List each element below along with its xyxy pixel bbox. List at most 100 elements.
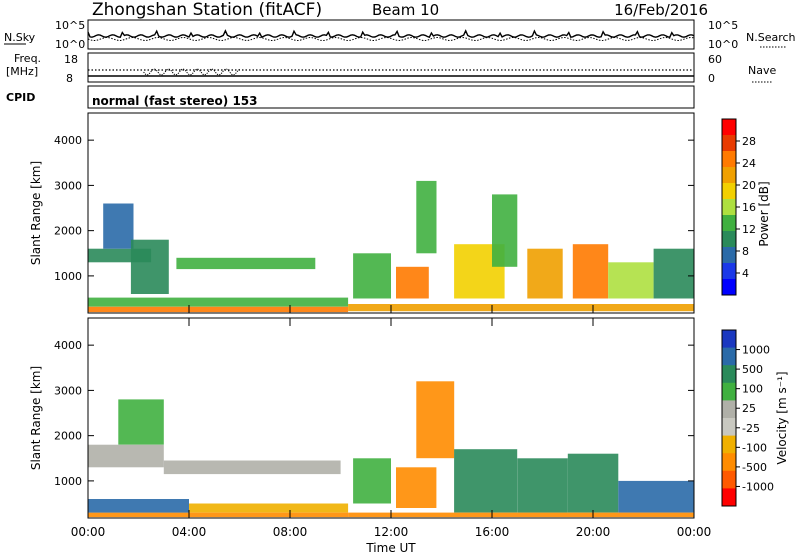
beam-label: Beam 10 [372, 1, 439, 19]
heatmap-cell [88, 297, 349, 307]
freq-panel-frame [87, 52, 695, 83]
colorbar-swatch [722, 382, 736, 401]
power-colorbar: 28 24 20 16 12 8 4 [721, 118, 756, 296]
power-y-label: Slant Range [km] [29, 161, 43, 265]
y-tick-label: 1000 [54, 270, 82, 283]
colorbar-swatch [722, 183, 736, 200]
y-tick-label: 2000 [54, 225, 82, 238]
noise-right-tick-top: 10^5 [708, 19, 738, 32]
heatmap-cell [103, 203, 134, 249]
colorbar-tick-label: 8 [742, 245, 749, 258]
y-tick-label: 4000 [54, 339, 82, 352]
station-title: Zhongshan Station (fitACF) [92, 0, 322, 20]
x-axis-label: Time UT [365, 541, 416, 554]
heatmap-cell [608, 262, 654, 299]
noise-right-tick-bottom: 10^0 [708, 38, 738, 51]
freq-tick-bottom: 8 [66, 72, 73, 85]
colorbar-swatch [722, 119, 736, 136]
y-tick-label: 2000 [54, 430, 82, 443]
heatmap-cell [88, 499, 189, 513]
colorbar-swatch [722, 400, 736, 419]
heatmap-cell [176, 257, 316, 270]
y-tick-label: 3000 [54, 384, 82, 397]
y-tick-label: 3000 [54, 179, 82, 192]
colorbar-swatch [722, 167, 736, 184]
x-tick-label: 04:00 [172, 525, 207, 539]
heatmap-cell [348, 512, 694, 518]
noise-left-tick-top: 10^5 [55, 19, 85, 32]
colorbar-swatch [722, 453, 736, 472]
colorbar-tick-label: 500 [742, 363, 763, 376]
noise-search-label: N.Search [746, 31, 796, 44]
noise-sky-line [87, 29, 695, 39]
noise-left-tick-bottom: 10^0 [55, 38, 85, 51]
colorbar-swatch [722, 263, 736, 280]
heatmap-cell [353, 253, 391, 299]
colorbar-tick-label: -500 [742, 461, 767, 474]
heatmap-cell [517, 458, 568, 513]
heatmap-cell [353, 458, 391, 504]
noise-panel: N.Sky 10^5 10^0 10^5 10^0 N.Search [4, 19, 796, 51]
heatmap-cell [118, 399, 164, 445]
nave-tick-top: 60 [708, 53, 722, 66]
colorbar-tick-label: -100 [742, 441, 767, 454]
x-tick-label: 08:00 [273, 525, 308, 539]
colorbar-swatch [722, 470, 736, 489]
velocity-heatmap [88, 381, 694, 518]
cpid-label: CPID [6, 91, 35, 104]
heatmap-cell [527, 248, 563, 299]
colorbar-swatch [722, 135, 736, 152]
freq-panel: Freq. [MHz] 18 8 60 0 Nave [6, 52, 776, 85]
cpid-panel-frame [87, 85, 695, 109]
colorbar-swatch [722, 418, 736, 437]
colorbar-tick-label: -1000 [742, 480, 774, 493]
power-panel: 4000 3000 2000 1000 Slant Range [km] [29, 112, 695, 314]
cpid-text: normal (fast stereo) 153 [92, 94, 258, 108]
heatmap-cell [572, 244, 609, 299]
y-tick-label: 1000 [54, 475, 82, 488]
velocity-y-label: Slant Range [km] [29, 366, 43, 470]
colorbar-frame [721, 329, 737, 507]
noise-search-line [87, 36, 695, 42]
noise-sky-label: N.Sky [4, 31, 36, 44]
colorbar-swatch [722, 488, 736, 507]
power-y-ticks: 4000 3000 2000 1000 [54, 134, 694, 283]
nave-tick-bottom: 0 [708, 72, 715, 85]
heatmap-cell [653, 248, 694, 299]
date-label: 16/Feb/2016 [614, 1, 708, 19]
velocity-colorbar: 1000 500 100 25 -25 -100 -500 -1000 [721, 329, 774, 507]
x-tick-label: 00:00 [71, 525, 106, 539]
power-heatmap [88, 180, 694, 313]
heatmap-cell [130, 239, 169, 294]
colorbar-swatch [722, 279, 736, 296]
heatmap-cell [396, 266, 429, 299]
velocity-panel: 4000 3000 2000 1000 Slant Range [km] [29, 317, 695, 519]
colorbar-swatch [722, 365, 736, 384]
x-tick-label: 16:00 [475, 525, 510, 539]
colorbar-swatch [722, 231, 736, 248]
colorbar-tick-label: 16 [742, 201, 756, 214]
colorbar-tick-label: 4 [742, 267, 749, 280]
colorbar-swatch [722, 215, 736, 232]
colorbar-tick-label: -25 [742, 422, 760, 435]
colorbar-tick-label: 100 [742, 383, 763, 396]
heatmap-cell [416, 381, 455, 459]
velocity-y-ticks: 4000 3000 2000 1000 [54, 339, 694, 488]
freq-label-top: Freq. [14, 52, 41, 65]
x-tick-label: 12:00 [374, 525, 409, 539]
freq-dips [143, 68, 240, 76]
nave-label: Nave [748, 64, 776, 77]
colorbar-swatch [722, 199, 736, 216]
heatmap-cell [348, 304, 694, 312]
colorbar-tick-label: 20 [742, 179, 756, 192]
heatmap-cell [163, 460, 341, 475]
heatmap-cell [618, 480, 694, 513]
colorbar-tick-label: 12 [742, 223, 756, 236]
x-tick-label: 20:00 [576, 525, 611, 539]
y-tick-label: 4000 [54, 134, 82, 147]
colorbar-swatch [722, 330, 736, 349]
x-tick-label: 00:00 [677, 525, 712, 539]
heatmap-cell [492, 194, 518, 267]
heatmap-cell [88, 444, 164, 468]
